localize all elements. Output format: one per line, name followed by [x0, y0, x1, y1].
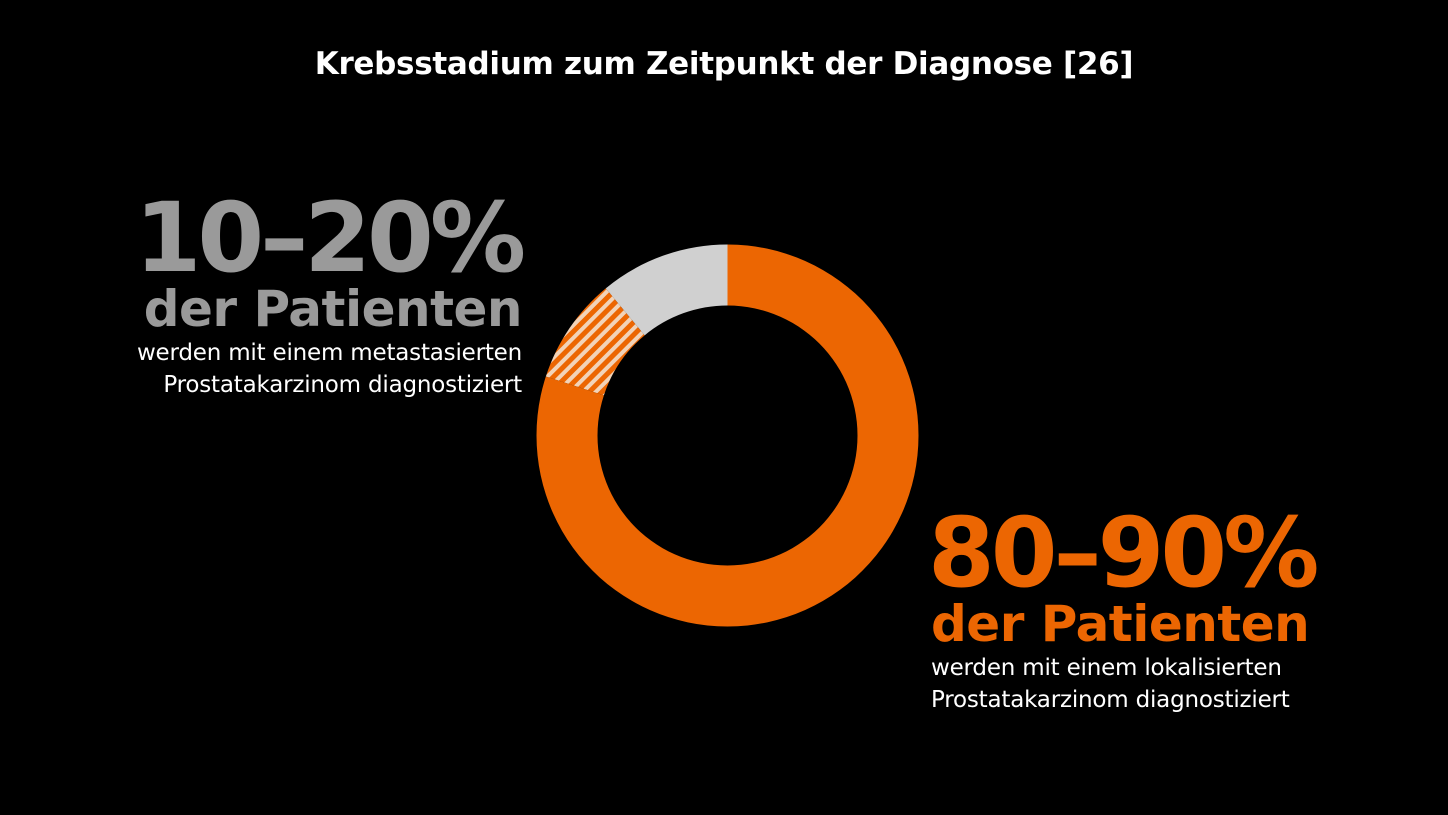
metastatic-percent: 10–20%	[134, 182, 526, 294]
metastatic-desc-line2: Prostatakarzinom diagnostiziert	[163, 372, 522, 398]
localized-subtitle: der Patienten	[931, 595, 1310, 653]
localized-desc-line2: Prostatakarzinom diagnostiziert	[931, 687, 1290, 713]
metastatic-subtitle: der Patienten	[143, 280, 523, 338]
chart-title: Krebsstadium zum Zeitpunkt der Diagnose …	[314, 46, 1134, 82]
localized-desc-line1: werden mit einem lokalisierten	[931, 655, 1282, 681]
donut-chart	[536, 244, 919, 627]
donut-slice-0	[605, 244, 728, 336]
metastatic-desc-line1: werden mit einem metastasierten	[136, 340, 522, 366]
metastatic-stat: 10–20% der Patienten werden mit einem me…	[134, 182, 526, 400]
localized-stat: 80–90% der Patienten werden mit einem lo…	[928, 497, 1319, 715]
donut-slice-1	[545, 288, 645, 396]
donut-slice-2	[536, 244, 919, 627]
localized-percent: 80–90%	[928, 497, 1319, 609]
